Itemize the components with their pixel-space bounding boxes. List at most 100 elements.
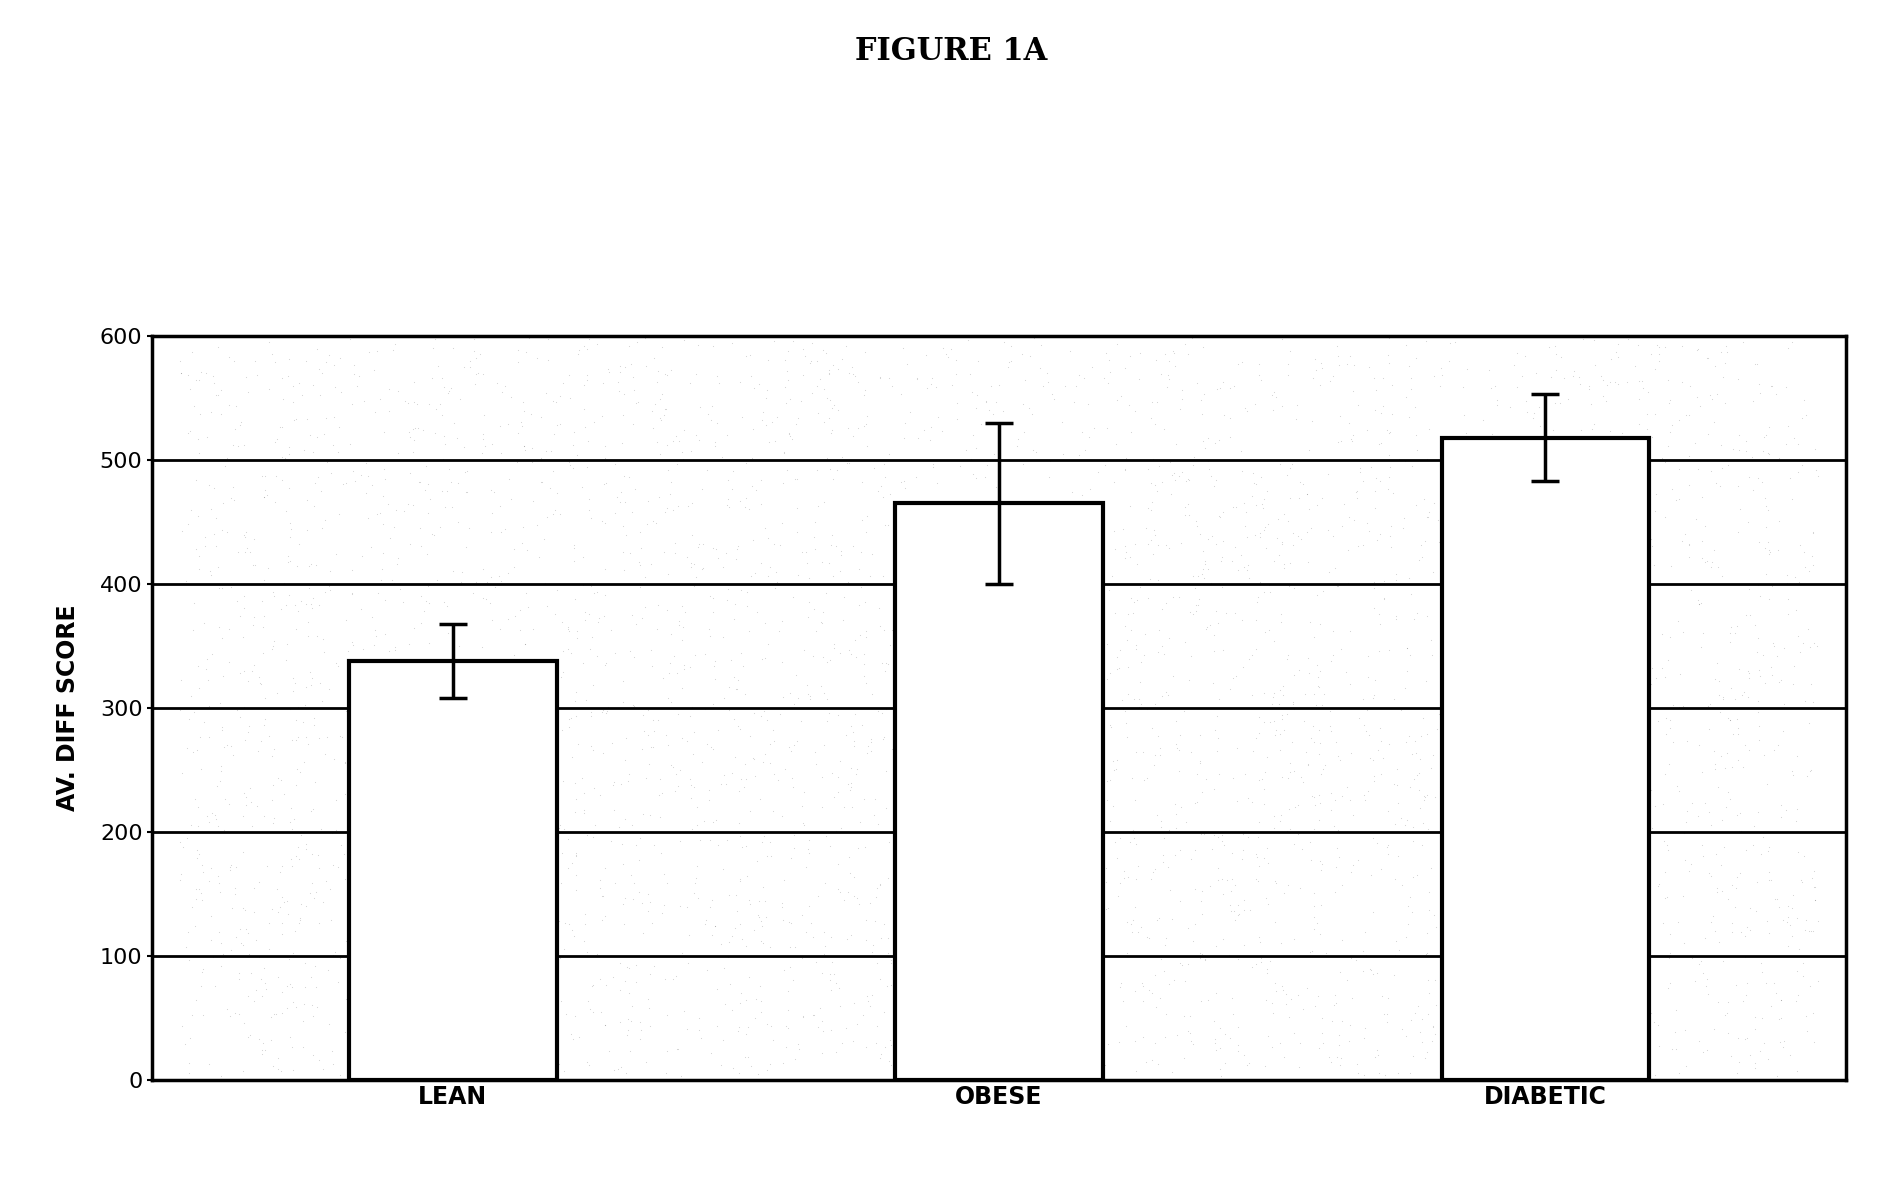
Point — [295, 554, 325, 574]
Point — [1359, 400, 1389, 419]
Point — [714, 490, 744, 509]
Point — [451, 463, 481, 482]
Point — [1730, 431, 1760, 450]
Point — [971, 391, 1001, 410]
Point — [459, 342, 489, 361]
Point — [1587, 830, 1618, 850]
Point — [1085, 776, 1115, 796]
Point — [1404, 764, 1435, 784]
Point — [206, 761, 236, 780]
Point — [676, 557, 706, 576]
Point — [388, 1003, 419, 1022]
Point — [1292, 649, 1323, 668]
Point — [403, 473, 434, 492]
Point — [1391, 810, 1422, 829]
Point — [1633, 821, 1663, 840]
Point — [900, 853, 931, 872]
Point — [1203, 728, 1233, 748]
Point — [746, 790, 776, 809]
Point — [1606, 823, 1637, 842]
Point — [1486, 886, 1517, 905]
Point — [681, 568, 712, 587]
Point — [371, 689, 402, 708]
Point — [1696, 816, 1726, 835]
Point — [626, 608, 657, 628]
Point — [1315, 823, 1345, 842]
Point — [1650, 764, 1680, 784]
Point — [702, 835, 733, 854]
Point — [1010, 530, 1041, 550]
Point — [1100, 472, 1130, 491]
Point — [904, 821, 934, 840]
Point — [480, 577, 510, 596]
Point — [1037, 920, 1068, 940]
Point — [472, 866, 502, 886]
Point — [1300, 796, 1330, 815]
Point — [1267, 677, 1298, 696]
Point — [263, 768, 293, 787]
Point — [1412, 923, 1442, 942]
Point — [636, 893, 666, 912]
Point — [813, 408, 843, 427]
Point — [1372, 836, 1403, 856]
Point — [310, 745, 341, 764]
Point — [1241, 640, 1271, 659]
Point — [717, 480, 748, 499]
Point — [304, 481, 335, 500]
Point — [687, 480, 717, 499]
Point — [1481, 798, 1511, 817]
Point — [1796, 546, 1827, 565]
Point — [297, 376, 327, 395]
Point — [436, 378, 466, 397]
Point — [285, 763, 316, 782]
Point — [1115, 914, 1146, 934]
Point — [1138, 1051, 1168, 1070]
Point — [1435, 472, 1465, 491]
Point — [725, 580, 755, 599]
Point — [1090, 1056, 1121, 1075]
Point — [1009, 455, 1039, 474]
Point — [173, 950, 204, 970]
Point — [221, 700, 251, 719]
Point — [324, 656, 354, 676]
Point — [1174, 602, 1205, 622]
Point — [788, 366, 818, 385]
Point — [556, 853, 586, 872]
Point — [295, 594, 325, 613]
Point — [1646, 624, 1677, 643]
Point — [748, 934, 778, 953]
Point — [171, 937, 202, 956]
Point — [464, 767, 495, 786]
Point — [864, 970, 894, 989]
Point — [991, 521, 1022, 540]
Point — [436, 652, 466, 671]
Point — [470, 926, 500, 946]
Point — [868, 455, 898, 474]
Point — [984, 592, 1014, 611]
Point — [426, 924, 457, 943]
Point — [870, 515, 900, 534]
Point — [1243, 847, 1273, 866]
Point — [636, 402, 666, 421]
Point — [1602, 347, 1633, 366]
Point — [523, 826, 554, 845]
Point — [426, 691, 457, 710]
Point — [742, 602, 773, 622]
Point — [183, 656, 213, 676]
Point — [1787, 946, 1817, 965]
Point — [904, 979, 934, 998]
Point — [1123, 590, 1153, 610]
Point — [1789, 846, 1819, 865]
Point — [1305, 860, 1336, 880]
Point — [301, 883, 331, 902]
Point — [324, 349, 354, 368]
Point — [1479, 820, 1509, 839]
Point — [449, 964, 480, 983]
Point — [1125, 343, 1155, 362]
Point — [1637, 658, 1667, 677]
Point — [504, 620, 535, 640]
Point — [1140, 475, 1170, 494]
Point — [1475, 511, 1505, 530]
Point — [1056, 820, 1087, 839]
Point — [706, 775, 736, 794]
